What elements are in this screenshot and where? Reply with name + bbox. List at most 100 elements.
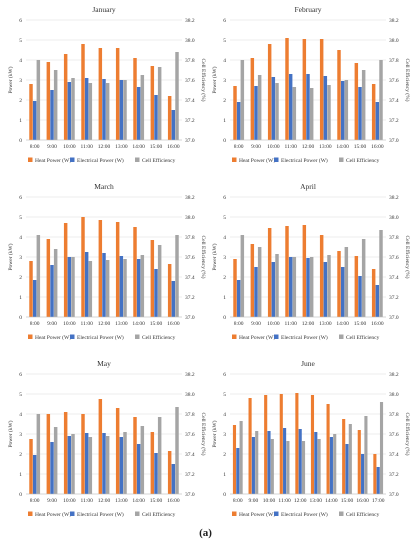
bar-heat-power [295,393,299,494]
bar-cell-efficiency [240,235,245,317]
y-tick-label: 3 [19,78,22,84]
bar-electrical-power [345,444,349,494]
x-tick-label: 11:00 [81,144,94,150]
bar-cell-efficiency [275,83,279,140]
y2-tick-label: 37.8 [389,412,399,418]
y-tick-label: 5 [19,392,22,398]
bar-heat-power [337,50,341,140]
bar-heat-power [342,419,346,494]
bar-cell-efficiency [157,67,162,140]
bar-electrical-power [84,433,89,494]
bar-heat-power [357,430,361,494]
bar-heat-power [233,259,237,317]
bar-heat-power [302,39,307,140]
bar-electrical-power [154,95,158,140]
bar-heat-power [81,414,85,494]
y-tick-label: 5 [223,215,226,221]
y-tick-label: 4 [223,58,226,64]
bar-heat-power [150,432,155,494]
bar-electrical-power [323,262,328,317]
bar-electrical-power [236,102,241,140]
bar-heat-power [81,217,85,317]
bar-cell-efficiency [123,432,127,494]
y2-tick-label: 37.2 [389,118,399,124]
bar-electrical-power [271,262,276,317]
x-tick-label: 10:00 [267,321,280,327]
x-tick-label: 10:00 [63,144,76,150]
y2-tick-label: 38.2 [389,18,399,24]
bar-cell-efficiency [157,417,162,494]
y2-tick-label: 37.2 [389,295,399,301]
y-tick-label: 4 [223,235,226,241]
bar-electrical-power [271,77,276,140]
bar-heat-power [326,404,330,494]
chart-title: March [94,182,114,191]
bar-electrical-power [67,257,72,317]
y2-axis-label: Cell Efficiency (%) [404,413,411,456]
bar-heat-power [133,227,137,317]
x-tick-label: 15:00 [150,144,163,150]
legend-swatch [28,511,33,516]
y-tick-label: 1 [223,118,226,124]
bar-heat-power [63,223,68,317]
bar-electrical-power [67,82,72,140]
bar-electrical-power [323,76,328,140]
y-tick-label: 6 [19,195,22,201]
bar-heat-power [279,394,283,494]
legend-swatch [232,157,237,162]
x-tick-label: 9:00 [47,321,57,327]
bar-heat-power [337,251,341,317]
bar-electrical-power [32,280,37,317]
bar-cell-efficiency [286,441,290,494]
y-tick-label: 2 [223,275,226,281]
bar-heat-power [167,264,172,317]
chart-panel-february: February 0 1 2 3 4 5 6 37.0 37.2 37.4 37.6 37.8 38.0 3… [211,5,411,164]
x-tick-label: 17:00 [372,498,385,504]
bar-electrical-power [50,265,54,317]
bar-electrical-power [375,285,380,317]
legend-swatch [70,334,75,339]
y-tick-label: 3 [19,432,22,438]
y2-tick-label: 37.2 [185,118,195,124]
legend-swatch [339,334,344,339]
bar-heat-power [250,244,255,317]
bar-cell-efficiency [361,70,366,140]
y2-tick-label: 38.2 [185,195,195,201]
bar-electrical-power [288,74,293,140]
legend-swatch [339,511,344,516]
y-tick-label: 3 [223,255,226,261]
legend-swatch [274,157,279,162]
bar-cell-efficiency [361,239,366,317]
chart-panel-march: March 0 1 2 3 4 5 6 37.0 37.2 37.4 37.6 37.8 38.0 38.2… [7,182,207,341]
y2-tick-label: 37.4 [185,98,195,104]
bar-electrical-power [340,267,345,317]
x-tick-label: 8:00 [234,144,244,150]
y-tick-label: 5 [19,38,22,44]
y-axis-label: Power (kW) [211,66,218,93]
bar-cell-efficiency [175,52,179,140]
y-tick-label: 2 [19,275,22,281]
bar-electrical-power [283,428,287,494]
y-tick-label: 6 [19,18,22,24]
bar-heat-power [264,395,268,494]
x-tick-label: 13:00 [115,144,128,150]
x-tick-label: 11:00 [81,321,94,327]
y-tick-label: 6 [223,195,226,201]
y2-tick-label: 37.0 [185,315,195,321]
y-axis-label: Power (kW) [211,243,218,270]
bar-cell-efficiency [53,427,58,494]
bar-heat-power [29,261,33,317]
y-tick-label: 4 [19,58,22,64]
y-tick-label: 6 [19,372,22,378]
legend-swatch [28,334,33,339]
legend-label: Electrical Power (W) [77,511,124,518]
bar-cell-efficiency [71,257,75,317]
x-tick-label: 9:00 [47,144,57,150]
legend-swatch [70,511,75,516]
legend-label: Cell Efficiency [346,334,380,341]
x-tick-label: 9:00 [47,498,57,504]
x-tick-label: 11:00 [285,321,298,327]
bar-heat-power [115,48,120,140]
legend-label: Electrical Power (W) [77,157,124,164]
bar-heat-power [29,439,33,494]
